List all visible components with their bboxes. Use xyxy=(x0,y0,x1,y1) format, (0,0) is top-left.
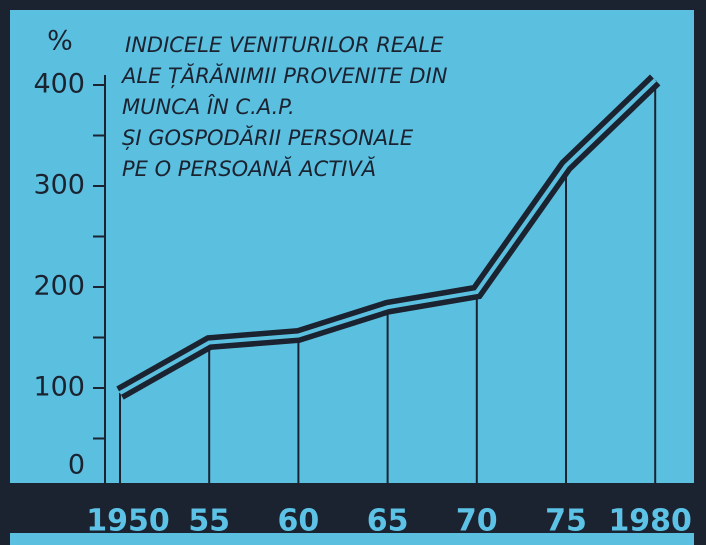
y-tick-label: 300 xyxy=(33,170,85,201)
chart-title: MUNCA ÎN C.A.P. xyxy=(122,94,295,119)
bottom-strip xyxy=(10,533,694,545)
y-tick-label: 400 xyxy=(33,69,85,100)
y-tick-label: 100 xyxy=(33,372,85,403)
y-tick-label: 0 xyxy=(68,450,85,481)
data-line-highlight xyxy=(119,78,657,395)
chart-title: ALE ȚĂRĂNIMII PROVENITE DIN xyxy=(120,63,448,88)
plot-background xyxy=(10,10,694,483)
chart-title: ȘI GOSPODĂRII PERSONALE xyxy=(122,125,414,150)
x-tick-label: 70 xyxy=(456,504,498,539)
x-tick-label: 55 xyxy=(188,504,230,539)
x-axis-band xyxy=(10,483,694,533)
x-tick-label: 60 xyxy=(278,504,320,539)
y-axis-label: % xyxy=(47,26,73,57)
x-tick-label: 1950 xyxy=(86,504,170,539)
chart-title: PE O PERSOANĂ ACTIVĂ xyxy=(122,156,376,181)
x-tick-label: 65 xyxy=(367,504,409,539)
chart-title: INDICELE VENITURILOR REALE xyxy=(125,33,444,57)
x-tick-label: 75 xyxy=(545,504,587,539)
y-tick-label: 200 xyxy=(33,271,85,302)
x-tick-label: 1980 xyxy=(608,504,692,539)
